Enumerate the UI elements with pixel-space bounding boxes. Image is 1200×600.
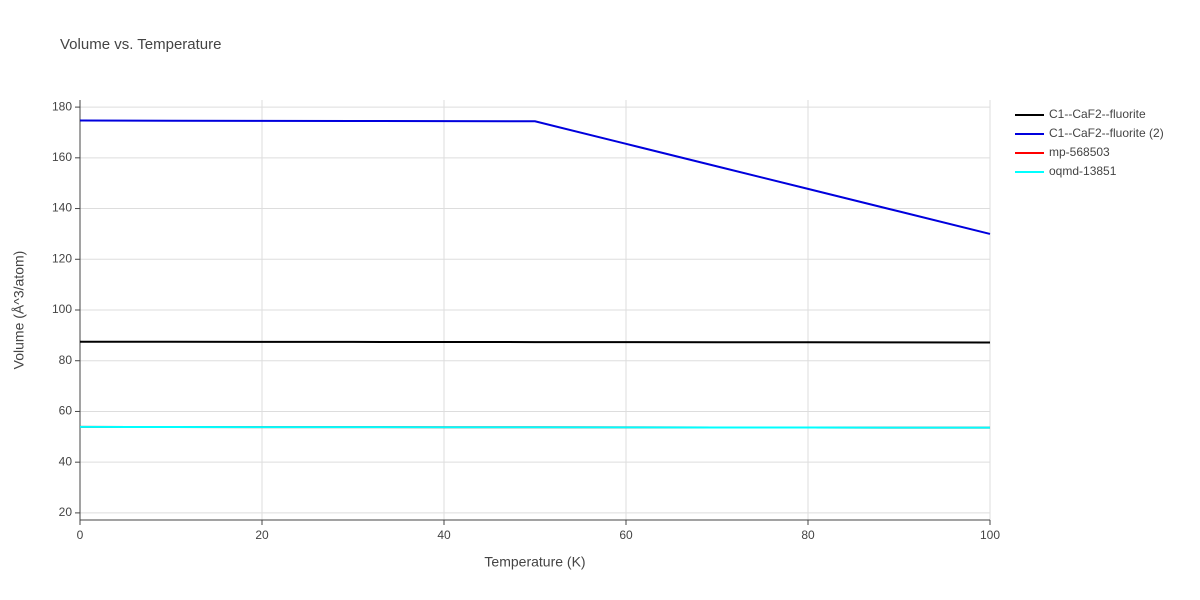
y-tick-label: 100 xyxy=(52,302,72,316)
x-tick-label: 80 xyxy=(801,528,815,542)
y-tick-label: 80 xyxy=(59,353,73,367)
x-tick-label: 40 xyxy=(437,528,451,542)
x-tick-label: 0 xyxy=(77,528,84,542)
x-tick-label: 20 xyxy=(255,528,269,542)
series-line xyxy=(79,425,991,429)
legend-label: oqmd-13851 xyxy=(1049,164,1117,178)
y-tick-label: 160 xyxy=(52,150,72,164)
series-line xyxy=(79,119,991,235)
chart-title: Volume vs. Temperature xyxy=(60,36,221,53)
legend-label: mp-568503 xyxy=(1049,145,1110,159)
y-tick-label: 40 xyxy=(59,454,73,468)
y-tick-label: 60 xyxy=(59,404,73,418)
y-tick-label: 180 xyxy=(52,99,72,113)
legend-label: C1--CaF2--fluorite xyxy=(1049,107,1146,121)
x-tick-label: 60 xyxy=(619,528,633,542)
y-tick-label: 120 xyxy=(52,251,72,265)
x-tick-label: 100 xyxy=(980,528,1000,542)
x-axis-title: Temperature (K) xyxy=(484,554,585,570)
series-line xyxy=(79,340,991,344)
y-axis-title: Volume (Å^3/atom) xyxy=(11,251,27,370)
legend-label: C1--CaF2--fluorite (2) xyxy=(1049,126,1164,140)
y-tick-label: 20 xyxy=(59,505,73,519)
y-tick-label: 140 xyxy=(52,201,72,215)
